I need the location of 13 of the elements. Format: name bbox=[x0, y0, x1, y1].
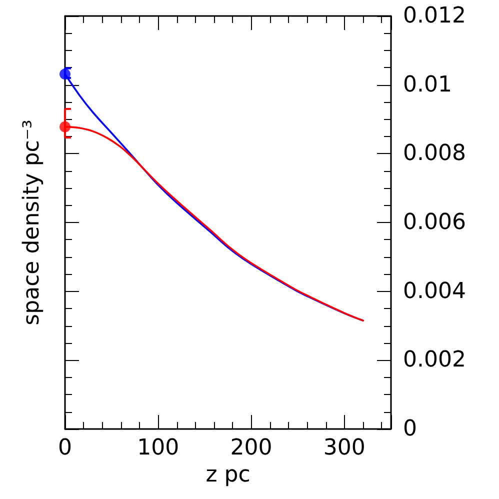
y-tick-label: 0.006 bbox=[403, 210, 466, 235]
y-tick-label: 0 bbox=[403, 416, 417, 442]
x-axis-title: z pc bbox=[206, 462, 250, 488]
y-tick-label: 0.01 bbox=[403, 72, 452, 98]
x-tick-label: 100 bbox=[137, 436, 180, 460]
x-tick-label: 300 bbox=[323, 436, 366, 460]
y-tick-label: 0.008 bbox=[403, 141, 466, 166]
x-tick-label: 0 bbox=[58, 436, 72, 460]
y-tick-label: 0.002 bbox=[403, 348, 466, 373]
y-tick-label: 0.004 bbox=[403, 278, 466, 304]
y-tick-label: 0.012 bbox=[403, 4, 466, 28]
y-axis-title: space density pc⁻³ bbox=[20, 120, 44, 326]
x-tick-label: 200 bbox=[230, 436, 272, 460]
